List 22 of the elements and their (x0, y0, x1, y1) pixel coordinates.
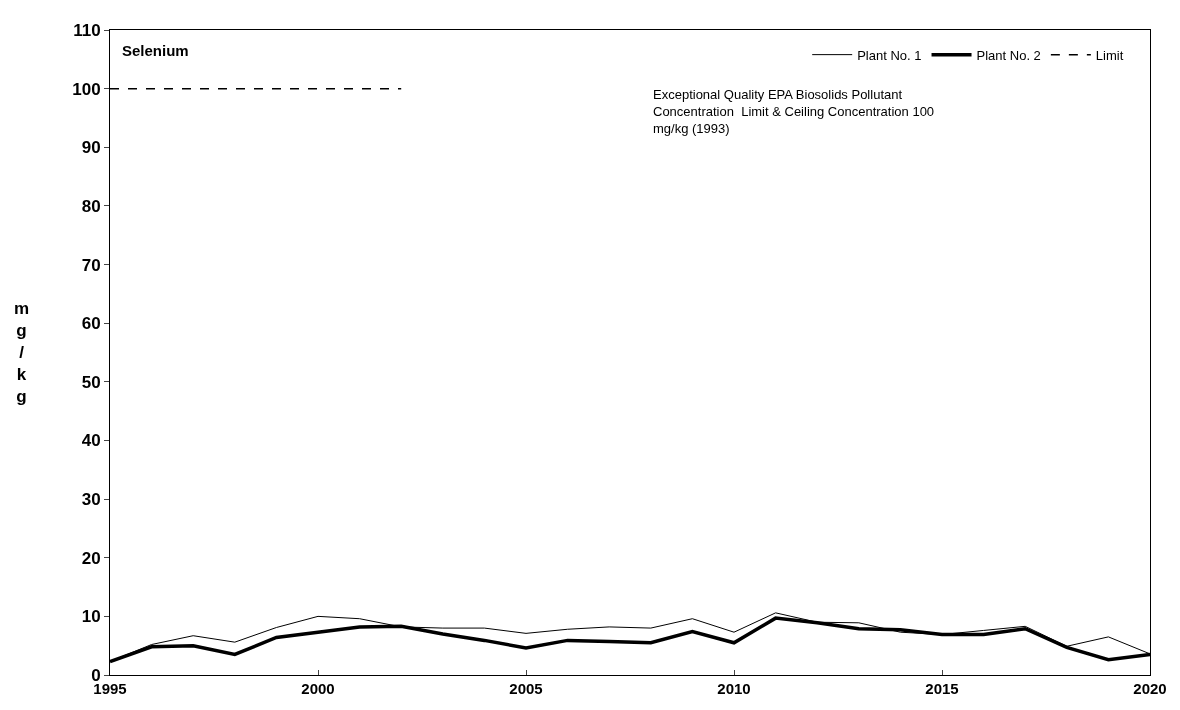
x-tick-label: 2020 (1133, 680, 1167, 697)
y-tick-label: 30 (81, 490, 101, 510)
legend-label: Plant No. 2 (976, 47, 1041, 63)
y-tick-label: 40 (81, 431, 101, 451)
y-axis-title: mg/kg (14, 299, 30, 407)
y-tick-label: 70 (81, 255, 101, 275)
y-tick-label: 100 (72, 79, 101, 99)
text: Selenium (122, 42, 189, 59)
y-tick-label: 20 (81, 548, 101, 568)
y-tick-label: 50 (81, 372, 101, 392)
x-tick-label: 2005 (509, 680, 543, 697)
legend-label: Limit (1095, 47, 1124, 63)
annotation: Exceptional Quality EPA Biosolids Pollutant Concentration Limit & Ceiling Concentration 100 mg/kg (1993) (653, 87, 935, 136)
y-tick-label: 80 (81, 196, 101, 216)
legend-label: Plant No. 1 (857, 47, 922, 63)
x-tick-label: 2000 (301, 680, 335, 697)
y-tick-label: 110 (73, 20, 101, 40)
x-tick-label: 2015 (925, 680, 959, 697)
y-tick-label: 60 (81, 314, 101, 334)
x-tick-label: 2010 (717, 680, 751, 697)
y-tick-label: 90 (81, 138, 101, 158)
y-tick-label: 10 (81, 607, 101, 627)
